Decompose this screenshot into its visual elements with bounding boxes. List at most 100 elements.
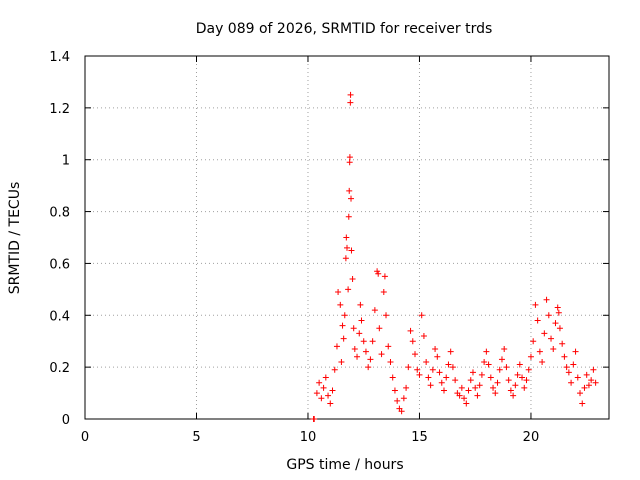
data-point — [568, 379, 575, 386]
data-point — [347, 91, 354, 98]
data-point — [510, 392, 517, 399]
y-tick-label: 1.2 — [49, 102, 70, 117]
data-point — [311, 416, 318, 422]
data-point — [378, 351, 385, 358]
data-point — [351, 345, 358, 352]
data-point — [572, 348, 579, 355]
y-axis-title: SRMTID / TECUs — [7, 182, 23, 295]
plot-frame — [84, 55, 610, 420]
data-point — [343, 234, 350, 241]
data-point — [456, 392, 463, 399]
data-point — [348, 195, 355, 202]
data-point — [519, 374, 526, 381]
data-point — [381, 273, 388, 280]
data-point — [583, 371, 590, 378]
data-point — [339, 322, 346, 329]
y-tick-label: 0.4 — [49, 309, 70, 324]
data-point — [333, 343, 340, 350]
data-point — [545, 312, 552, 319]
data-point — [570, 361, 577, 368]
data-point — [516, 361, 523, 368]
data-point — [539, 358, 546, 365]
data-point — [327, 400, 334, 407]
data-point — [496, 366, 503, 373]
x-tick-label: 0 — [81, 430, 89, 445]
data-point — [525, 366, 532, 373]
data-point — [354, 353, 361, 360]
data-point — [534, 317, 541, 324]
data-point — [345, 286, 352, 293]
data-point — [478, 371, 485, 378]
data-point — [340, 335, 347, 342]
data-point — [374, 268, 381, 275]
x-axis-title: GPS time / hours — [286, 457, 403, 473]
axis-ticks: 0 5 10 15 20 0 0.2 0.4 0.6 0.8 1 1.2 1.4 — [49, 50, 609, 445]
data-point — [452, 377, 459, 384]
data-point — [563, 364, 570, 371]
data-point — [554, 304, 561, 311]
data-point — [420, 333, 427, 340]
data-point — [498, 356, 505, 363]
data-point — [465, 387, 472, 394]
data-point — [561, 353, 568, 360]
data-point — [463, 400, 470, 407]
grid — [85, 56, 609, 419]
data-point — [391, 387, 398, 394]
data-point — [362, 348, 369, 355]
data-point — [414, 366, 421, 373]
data-point — [434, 353, 441, 360]
data-point — [429, 366, 436, 373]
data-point — [365, 364, 372, 371]
data-point — [412, 351, 419, 358]
data-point — [350, 325, 357, 332]
data-point — [367, 356, 374, 363]
y-tick-label: 0.2 — [49, 361, 70, 376]
data-point — [494, 379, 501, 386]
data-point — [592, 379, 599, 386]
data-point — [380, 288, 387, 295]
x-tick-label: 15 — [411, 430, 428, 445]
data-point — [357, 301, 364, 308]
data-point — [438, 379, 445, 386]
y-tick-label: 1.4 — [49, 50, 70, 65]
data-point — [347, 99, 354, 106]
data-point — [346, 159, 353, 166]
data-point — [588, 377, 595, 384]
data-point — [474, 392, 481, 399]
x-tick-label: 20 — [523, 430, 540, 445]
data-point — [341, 312, 348, 319]
data-point — [346, 154, 353, 161]
data-point — [577, 390, 584, 397]
data-point — [398, 408, 405, 415]
data-point — [512, 382, 519, 389]
data-point — [543, 296, 550, 303]
data-point — [320, 384, 327, 391]
data-point — [445, 361, 452, 368]
data-point — [581, 384, 588, 391]
data-point — [585, 382, 592, 389]
data-point — [356, 330, 363, 337]
data-point — [358, 317, 365, 324]
data-point — [349, 275, 356, 282]
y-tick-label: 0 — [62, 413, 70, 428]
x-tick-label: 10 — [300, 430, 317, 445]
data-point — [322, 374, 329, 381]
y-tick-label: 1 — [62, 154, 70, 169]
data-point — [505, 377, 512, 384]
data-point — [344, 244, 350, 251]
data-point — [316, 379, 323, 386]
data-point — [458, 384, 465, 391]
data-point — [432, 345, 439, 352]
data-point — [345, 213, 352, 220]
data-point — [348, 247, 355, 254]
data-point — [530, 338, 537, 345]
data-point — [318, 395, 325, 402]
data-point — [507, 387, 514, 394]
data-point — [559, 340, 566, 347]
data-point — [394, 397, 401, 404]
y-tick-label: 0.6 — [49, 257, 70, 272]
data-point — [418, 312, 425, 319]
data-point — [329, 387, 336, 394]
data-point — [523, 377, 530, 384]
